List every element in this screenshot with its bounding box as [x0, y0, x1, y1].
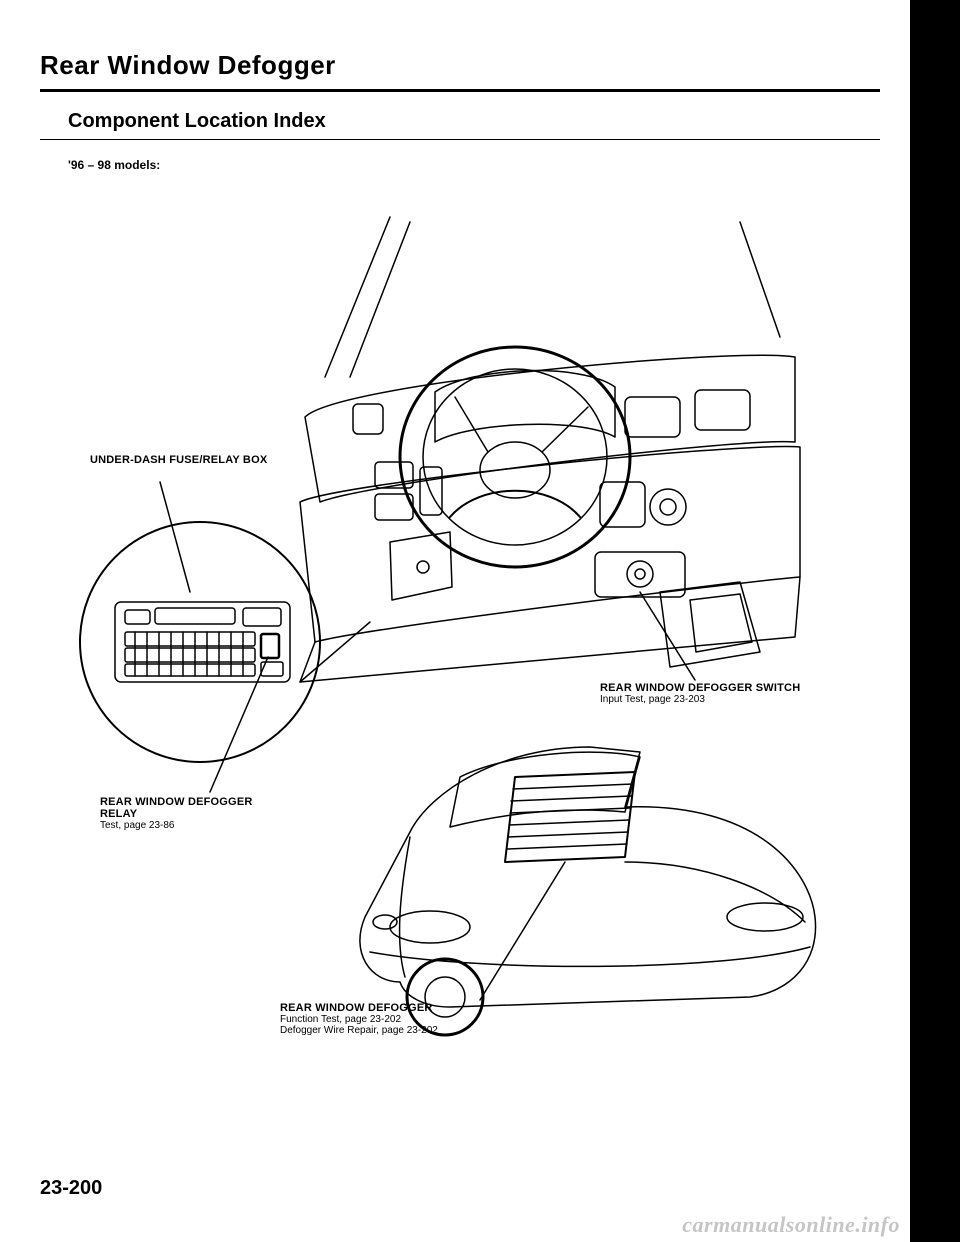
models-note: '96 – 98 models: — [68, 158, 880, 172]
rule-thick — [40, 89, 880, 92]
defogger-label-title: REAR WINDOW DEFOGGER — [280, 1002, 438, 1014]
figure-area: UNDER-DASH FUSE/RELAY BOX REAR WINDOW DE… — [40, 182, 880, 1052]
dashboard-diagram — [40, 182, 880, 1052]
watermark: carmanualsonline.info — [682, 1212, 900, 1238]
defogger-label-line2: Defogger Wire Repair, page 23-202 — [280, 1025, 438, 1036]
relay-label-test: Test, page 23-86 — [100, 820, 253, 831]
binder-spine — [910, 0, 960, 1242]
switch-label-title: REAR WINDOW DEFOGGER SWITCH — [600, 682, 800, 694]
chapter-title: Rear Window Defogger — [40, 50, 880, 81]
tab-marker-3 — [908, 1118, 960, 1173]
page-number: 23-200 — [40, 1177, 102, 1200]
page-frame: Rear Window Defogger Component Location … — [40, 20, 880, 1200]
tab-marker-2 — [908, 582, 960, 637]
switch-label-test: Input Test, page 23-203 — [600, 694, 800, 705]
relay-label-sub: RELAY — [100, 808, 253, 820]
section-title: Component Location Index — [68, 110, 880, 133]
fusebox-label: UNDER-DASH FUSE/RELAY BOX — [90, 454, 267, 466]
tab-marker-1 — [908, 118, 960, 173]
relay-label-title: REAR WINDOW DEFOGGER — [100, 796, 253, 808]
rule-thin — [40, 139, 880, 140]
defogger-label-line1: Function Test, page 23-202 — [280, 1014, 438, 1025]
